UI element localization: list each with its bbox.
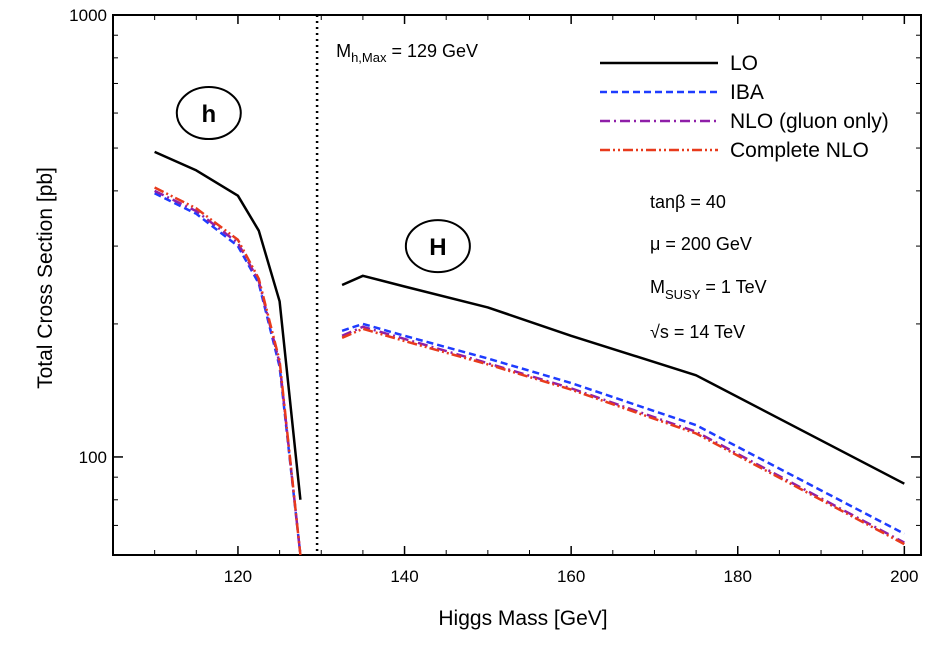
- series-complete-nlo-segment-0: [154, 186, 302, 556]
- legend-label-lo: LO: [730, 52, 758, 75]
- annotation-msusy: MSUSY = 1 TeV: [650, 277, 767, 302]
- x-tick-label-140: 140: [390, 567, 418, 586]
- legend-label-complete-nlo: Complete NLO: [730, 139, 869, 162]
- max-mass-label-sub: h,Max: [351, 50, 387, 65]
- series-nlo-gluon-only-segment-1: [341, 325, 905, 544]
- series-nlo-gluon-only: [154, 189, 905, 556]
- legend-label-nlo-gluon: NLO (gluon only): [730, 110, 889, 133]
- max-mass-marker: Mh,Max = 129 GeV: [315, 15, 478, 555]
- series-complete-nlo-segment-1: [341, 327, 905, 546]
- annotation-sqrts: √s = 14 TeV: [650, 322, 745, 342]
- annotation-mu: μ = 200 GeV: [650, 234, 752, 254]
- legend-label-iba: IBA: [730, 81, 764, 104]
- series-iba: [154, 192, 905, 556]
- max-mass-label-rest: = 129 GeV: [386, 41, 478, 61]
- x-tick-label-180: 180: [724, 567, 752, 586]
- plot-frame: [112, 14, 922, 556]
- annotation-msusy-sub: SUSY: [665, 287, 701, 302]
- series-nlo-gluon-only-segment-0: [154, 189, 302, 556]
- x-axis-ticks: 120 140 160 180 200: [154, 15, 919, 586]
- y-axis-ticks: 100 1000: [69, 6, 921, 556]
- series-lo-segment-1: [341, 274, 905, 485]
- parameter-annotations: tanβ = 40 μ = 200 GeV MSUSY = 1 TeV √s =…: [650, 192, 767, 342]
- max-mass-label-main: M: [336, 41, 351, 61]
- y-axis-title: Total Cross Section [pb]: [34, 167, 57, 389]
- annotation-sqrts-text: √s = 14 TeV: [650, 322, 745, 342]
- series-lines: [154, 150, 905, 556]
- max-mass-label: Mh,Max = 129 GeV: [336, 41, 478, 65]
- y-tick-label-100: 100: [79, 448, 107, 467]
- x-axis-title: Higgs Mass [GeV]: [438, 607, 607, 630]
- annotation-msusy-main: M: [650, 277, 665, 297]
- annotation-mu-text: μ = 200 GeV: [650, 234, 752, 254]
- series-iba-segment-1: [341, 322, 905, 535]
- annotation-msusy-rest: = 1 TeV: [700, 277, 766, 297]
- x-tick-label-160: 160: [557, 567, 585, 586]
- annotation-tanbeta-text: tanβ = 40: [650, 192, 726, 212]
- series-complete-nlo: [154, 186, 905, 556]
- series-lo: [154, 150, 905, 500]
- region-bubble-H: [404, 219, 471, 274]
- region-label-H: H: [429, 234, 446, 261]
- x-tick-label-120: 120: [224, 567, 252, 586]
- annotation-tanbeta: tanβ = 40: [650, 192, 726, 212]
- x-tick-label-200: 200: [890, 567, 918, 586]
- region-label-h: h: [201, 101, 216, 128]
- legend: LO IBA NLO (gluon only) Complete NLO: [600, 52, 889, 162]
- series-lo-segment-0: [154, 150, 302, 500]
- region-labels: hH: [175, 86, 471, 274]
- y-tick-label-1000: 1000: [69, 6, 107, 25]
- series-iba-segment-0: [154, 192, 302, 556]
- region-bubble-h: [175, 86, 242, 141]
